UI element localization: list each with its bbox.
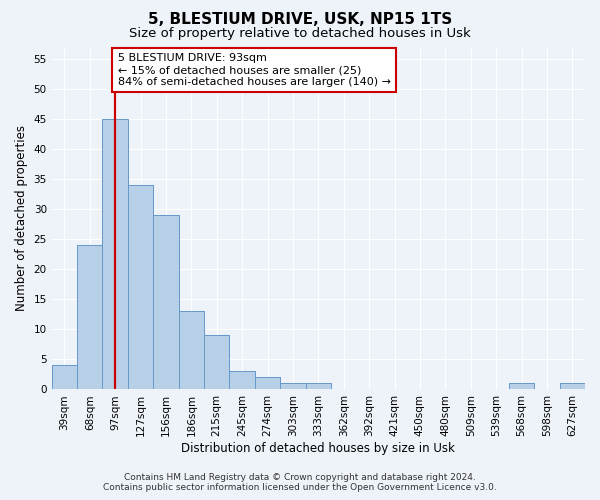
Bar bbox=[305, 384, 331, 390]
Bar bbox=[280, 384, 305, 390]
Bar bbox=[153, 216, 179, 390]
Bar bbox=[128, 186, 153, 390]
Bar bbox=[77, 246, 103, 390]
Bar bbox=[103, 120, 128, 390]
Bar bbox=[103, 120, 128, 390]
Bar bbox=[560, 384, 585, 390]
Bar bbox=[280, 384, 305, 390]
Bar bbox=[128, 186, 153, 390]
Bar bbox=[305, 384, 331, 390]
Bar bbox=[255, 378, 280, 390]
Bar bbox=[179, 312, 204, 390]
Text: 5 BLESTIUM DRIVE: 93sqm
← 15% of detached houses are smaller (25)
84% of semi-de: 5 BLESTIUM DRIVE: 93sqm ← 15% of detache… bbox=[118, 54, 391, 86]
Text: Contains HM Land Registry data © Crown copyright and database right 2024.
Contai: Contains HM Land Registry data © Crown c… bbox=[103, 473, 497, 492]
Bar bbox=[509, 384, 534, 390]
Bar bbox=[153, 216, 179, 390]
Bar bbox=[229, 372, 255, 390]
Text: 5, BLESTIUM DRIVE, USK, NP15 1TS: 5, BLESTIUM DRIVE, USK, NP15 1TS bbox=[148, 12, 452, 28]
Bar bbox=[204, 336, 229, 390]
Bar bbox=[560, 384, 585, 390]
Bar bbox=[52, 366, 77, 390]
Bar bbox=[204, 336, 229, 390]
Bar bbox=[229, 372, 255, 390]
Bar bbox=[255, 378, 280, 390]
Y-axis label: Number of detached properties: Number of detached properties bbox=[15, 126, 28, 312]
Bar bbox=[77, 246, 103, 390]
Bar bbox=[52, 366, 77, 390]
Text: Size of property relative to detached houses in Usk: Size of property relative to detached ho… bbox=[129, 28, 471, 40]
Bar bbox=[179, 312, 204, 390]
X-axis label: Distribution of detached houses by size in Usk: Distribution of detached houses by size … bbox=[181, 442, 455, 455]
Bar bbox=[509, 384, 534, 390]
